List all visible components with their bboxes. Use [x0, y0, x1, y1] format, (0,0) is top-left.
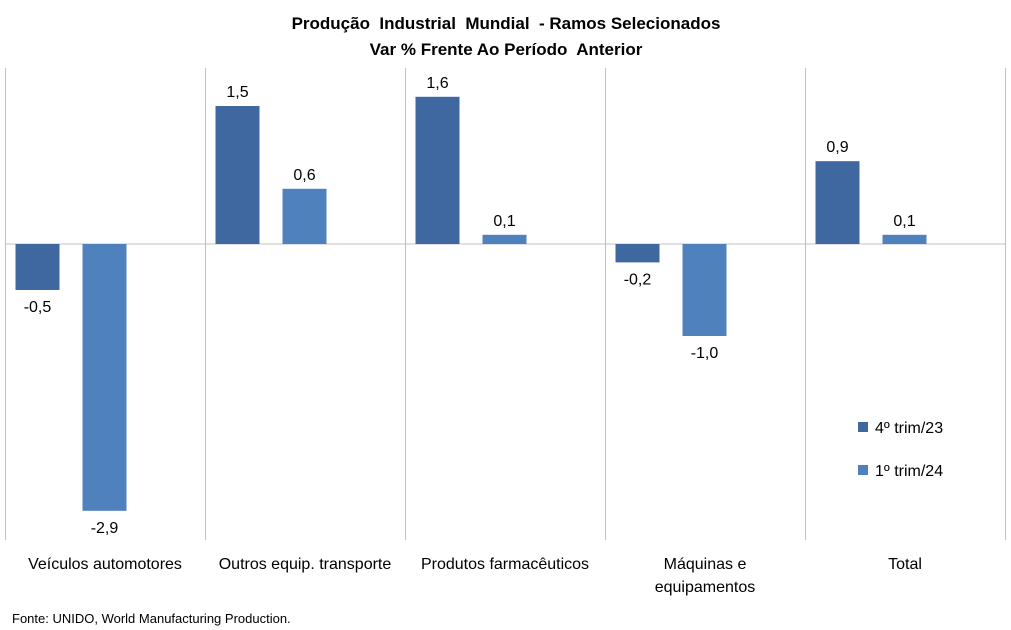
- bar-series1-cat5: [815, 161, 860, 244]
- plot-area: -0,5 -2,9 Veículos automotores 1,5 0,6 Outros…: [5, 68, 1006, 596]
- category-label: Total: [888, 556, 922, 573]
- legend: 4º trim/23 1º trim/24: [858, 420, 943, 480]
- bar-series1-cat3: [415, 96, 460, 244]
- bar-series1-cat1: [15, 244, 60, 290]
- data-label: -1,0: [691, 345, 719, 362]
- data-label: 0,6: [293, 167, 315, 184]
- legend-swatch: [858, 422, 868, 432]
- source-note: Fonte: UNIDO, World Manufacturing Produc…: [12, 611, 291, 626]
- legend-swatch: [858, 465, 868, 475]
- category-label: Máquinas e: [664, 556, 747, 573]
- bar-series2-cat5: [882, 234, 927, 244]
- data-label: 0,9: [826, 139, 848, 156]
- category-label: Veículos automotores: [28, 556, 182, 573]
- data-label: -0,2: [624, 271, 652, 288]
- bar-series2-cat2: [282, 188, 327, 244]
- chart-subtitle: Var % Frente Ao Período Anterior: [370, 40, 643, 59]
- category-label: equipamentos: [655, 579, 756, 596]
- bar-series1-cat4: [615, 244, 660, 263]
- data-label: -2,9: [91, 520, 119, 537]
- bar-series2-cat4: [682, 244, 727, 336]
- data-label: 1,5: [226, 84, 248, 101]
- data-label: -0,5: [24, 299, 52, 316]
- data-label: 0,1: [493, 213, 515, 230]
- chart-title: Produção Industrial Mundial - Ramos Sele…: [292, 14, 721, 33]
- bar-series1-cat2: [215, 106, 260, 244]
- bar-series2-cat1: [82, 244, 127, 511]
- data-label: 1,6: [426, 75, 448, 92]
- legend-label: 4º trim/23: [875, 420, 943, 437]
- data-label: 0,1: [893, 213, 915, 230]
- bar-series2-cat3: [482, 234, 527, 244]
- category-label: Outros equip. transporte: [219, 556, 392, 573]
- legend-label: 1º trim/24: [875, 463, 943, 480]
- category-label: Produtos farmacêuticos: [421, 556, 589, 573]
